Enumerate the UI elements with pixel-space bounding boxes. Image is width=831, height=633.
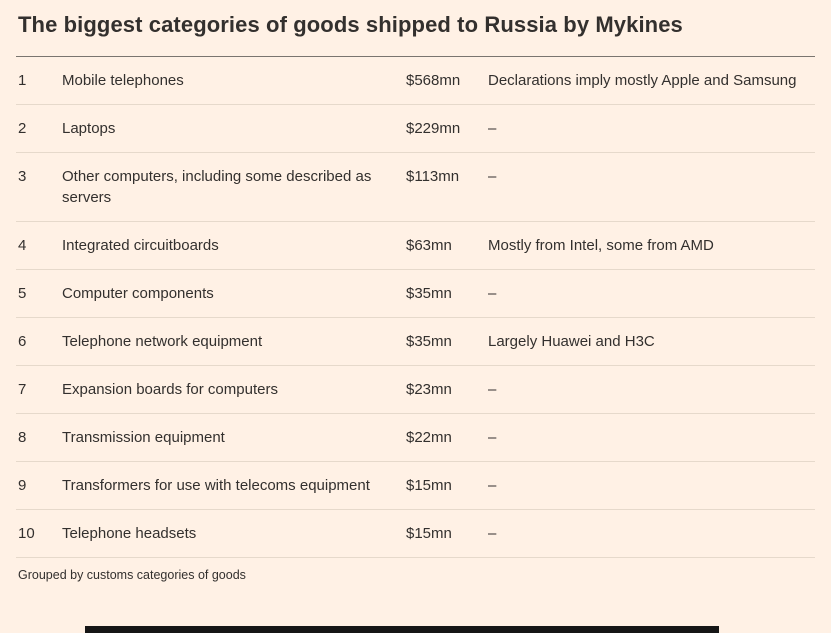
value-cell: $15mn bbox=[406, 477, 452, 494]
note-cell: – bbox=[488, 120, 497, 137]
rank-cell: 6 bbox=[18, 333, 27, 350]
rank-cell: 9 bbox=[18, 477, 27, 494]
value-cell: $113mn bbox=[406, 168, 460, 185]
table-row: 10 Telephone headsets $15mn – bbox=[16, 510, 815, 558]
note-cell: Declarations imply mostly Apple and Sams… bbox=[488, 72, 797, 89]
goods-table: 1 Mobile telephones $568mn Declarations … bbox=[16, 56, 815, 558]
category-cell: Telephone network equipment bbox=[62, 333, 263, 350]
table-row: 3 Other computers, including some descri… bbox=[16, 153, 815, 222]
value-cell: $15mn bbox=[406, 525, 452, 542]
category-cell: Computer components bbox=[62, 285, 214, 302]
category-cell: Other computers, including some describe… bbox=[62, 168, 372, 206]
table-card: The biggest categories of goods shipped … bbox=[16, 12, 815, 582]
rank-cell: 8 bbox=[18, 429, 27, 446]
table-row: 1 Mobile telephones $568mn Declarations … bbox=[16, 57, 815, 105]
table-row: 4 Integrated circuitboards $63mn Mostly … bbox=[16, 222, 815, 270]
note-cell: – bbox=[488, 477, 497, 494]
rank-cell: 4 bbox=[18, 237, 27, 254]
table-row: 9 Transformers for use with telecoms equ… bbox=[16, 462, 815, 510]
table-row: 2 Laptops $229mn – bbox=[16, 105, 815, 153]
rank-cell: 5 bbox=[18, 285, 27, 302]
rank-cell: 7 bbox=[18, 381, 27, 398]
value-cell: $35mn bbox=[406, 333, 452, 350]
table-row: 7 Expansion boards for computers $23mn – bbox=[16, 366, 815, 414]
page-title: The biggest categories of goods shipped … bbox=[18, 12, 683, 37]
value-cell: $568mn bbox=[406, 72, 461, 89]
note-cell: – bbox=[488, 525, 497, 542]
note-cell: – bbox=[488, 381, 497, 398]
category-cell: Transmission equipment bbox=[62, 429, 225, 446]
rank-cell: 10 bbox=[18, 525, 35, 542]
table-row: 5 Computer components $35mn – bbox=[16, 270, 815, 318]
category-cell: Telephone headsets bbox=[62, 525, 197, 542]
table-row: 8 Transmission equipment $22mn – bbox=[16, 414, 815, 462]
note-cell: Mostly from Intel, some from AMD bbox=[488, 237, 714, 254]
rank-cell: 3 bbox=[18, 168, 27, 185]
value-cell: $63mn bbox=[406, 237, 452, 254]
note-cell: – bbox=[488, 429, 497, 446]
value-cell: $35mn bbox=[406, 285, 452, 302]
category-cell: Mobile telephones bbox=[62, 72, 184, 89]
bottom-bar bbox=[85, 626, 719, 633]
category-cell: Laptops bbox=[62, 120, 116, 137]
category-cell: Expansion boards for computers bbox=[62, 381, 278, 398]
category-cell: Integrated circuitboards bbox=[62, 237, 219, 254]
note-cell: Largely Huawei and H3C bbox=[488, 333, 655, 350]
note-cell: – bbox=[488, 168, 497, 185]
rank-cell: 2 bbox=[18, 120, 27, 137]
value-cell: $229mn bbox=[406, 120, 461, 137]
category-cell: Transformers for use with telecoms equip… bbox=[62, 477, 370, 494]
value-cell: $23mn bbox=[406, 381, 452, 398]
value-cell: $22mn bbox=[406, 429, 452, 446]
rank-cell: 1 bbox=[18, 72, 27, 89]
note-cell: – bbox=[488, 285, 497, 302]
table-footnote: Grouped by customs categories of goods bbox=[18, 568, 246, 582]
table-row: 6 Telephone network equipment $35mn Larg… bbox=[16, 318, 815, 366]
